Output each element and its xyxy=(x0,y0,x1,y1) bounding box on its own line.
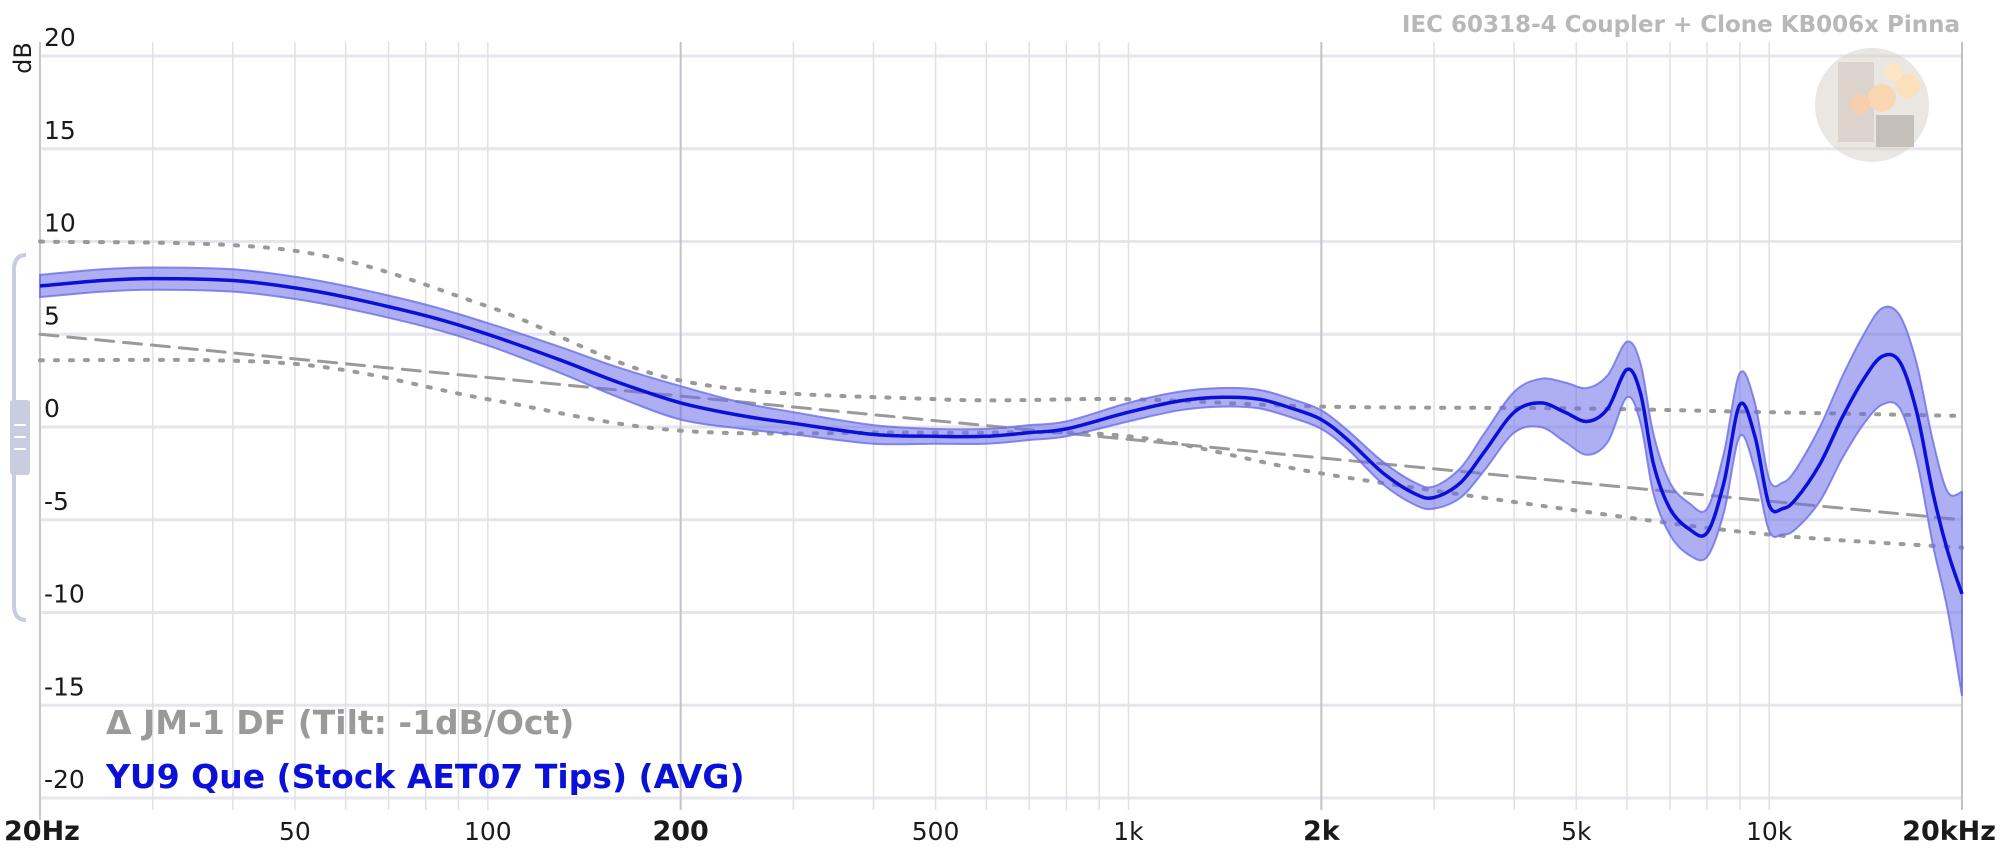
x-tick-label: 100 xyxy=(464,817,512,846)
y-tick-label: 10 xyxy=(44,209,76,238)
rig-subtitle: IEC 60318-4 Coupler + Clone KB006x Pinna xyxy=(1402,12,1960,38)
scale-bracket xyxy=(10,253,30,622)
x-tick-labels: 20Hz 50 100 200 500 1k 2k 5k 10k 20kHz xyxy=(4,816,1996,847)
target-bound-line xyxy=(38,239,1964,418)
y-tick-label: 5 xyxy=(44,301,60,330)
x-tick-label: 5k xyxy=(1561,817,1592,846)
x-tick-label: 2k xyxy=(1303,816,1341,847)
watermark-logo xyxy=(1815,48,1929,162)
legend-target-label: Δ JM-1 DF (Tilt: -1dB/Oct) xyxy=(106,703,574,742)
y-tick-label: -5 xyxy=(44,487,69,516)
iem-variance-band xyxy=(39,266,1963,697)
y-tick-label: -15 xyxy=(44,672,85,701)
x-tick-label: 10k xyxy=(1746,817,1793,846)
y-tick-label: -20 xyxy=(44,765,85,794)
y-tick-label: 20 xyxy=(44,23,76,52)
x-tick-label: 1k xyxy=(1113,817,1144,846)
y-axis-label: dB xyxy=(9,42,37,74)
iem-response-line xyxy=(39,276,1964,595)
x-tick-label: 50 xyxy=(279,817,311,846)
y-tick-label: 15 xyxy=(44,116,76,145)
legend-iem-label: YU9 Que (Stock AET07 Tips) (AVG) xyxy=(105,757,745,796)
y-tick-labels: 20 15 10 5 0 -5 -10 -15 -20 xyxy=(44,23,85,794)
series-layer xyxy=(38,239,1964,697)
y-tick-label: -10 xyxy=(44,580,85,609)
x-tick-label: 20Hz xyxy=(4,816,80,847)
y-tick-label: 0 xyxy=(44,394,60,423)
x-tick-label: 500 xyxy=(912,817,960,846)
x-tick-label: 20kHz xyxy=(1902,816,1996,847)
x-tick-label: 200 xyxy=(652,816,708,847)
